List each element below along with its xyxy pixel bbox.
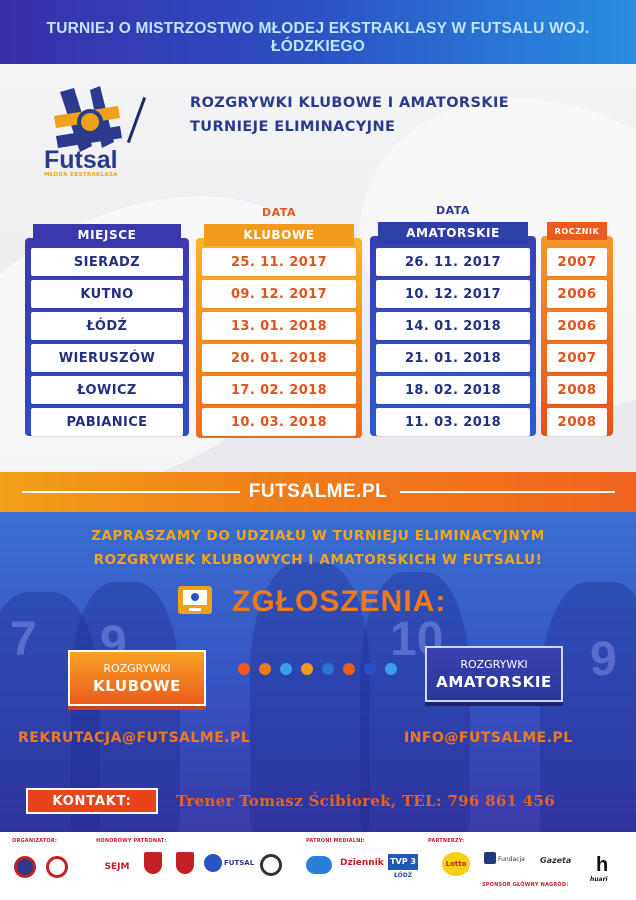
amateur-email-link[interactable]: INFO@FUTSALME.PL xyxy=(404,730,573,746)
divider-line xyxy=(22,491,240,493)
amateur-date-cell: 26. 11. 2017 xyxy=(376,248,530,276)
year-cell: 2006 xyxy=(547,312,607,340)
player-silhouette xyxy=(250,562,370,832)
connector-dots xyxy=(238,663,408,677)
amateur-date-cell: 18. 02. 2018 xyxy=(376,376,530,404)
dot xyxy=(385,663,397,675)
jersey-number: 7 xyxy=(10,613,37,666)
main-sponsor-label: SPONSOR GŁÓWNY NAGRÓD: xyxy=(482,882,569,888)
place-cell: KUTNO xyxy=(31,280,183,308)
logo-name: Futsal xyxy=(44,146,118,174)
eagle-crest-icon xyxy=(176,852,194,874)
player-silhouette xyxy=(540,582,636,832)
year-header: ROCZNIK xyxy=(547,222,607,240)
futsal-ball-icon xyxy=(204,854,222,872)
button-line2: AMATORSKIE xyxy=(436,672,552,691)
dot xyxy=(280,663,292,675)
partners-label: PARTNERZY: xyxy=(428,838,465,844)
huari-text: huari xyxy=(590,876,608,883)
place-cell: ŁÓDŹ xyxy=(31,312,183,340)
invite-line1: ZAPRASZAMY DO UDZIAŁU W TURNIEJU ELIMINA… xyxy=(91,528,545,544)
year-cell: 2007 xyxy=(547,248,607,276)
radio-logo-icon xyxy=(306,856,332,874)
club-date-cell: 20. 01. 2018 xyxy=(202,344,356,372)
amateur-date-column: DATA AMATORSKIE 26. 11. 2017 10. 12. 201… xyxy=(370,204,536,440)
monitor-ball-icon xyxy=(178,586,212,614)
organizer-logo-icon xyxy=(46,856,68,878)
place-column: MIEJSCE SIERADZ KUTNO ŁÓDŹ WIERUSZÓW ŁOW… xyxy=(25,224,189,438)
url-band: FUTSALME.PL xyxy=(0,472,636,512)
club-email-link[interactable]: REKRUTACJA@FUTSALME.PL xyxy=(18,730,251,746)
year-cell: 2007 xyxy=(547,344,607,372)
player-silhouette xyxy=(360,572,470,832)
sejm-logo-icon: SEJM xyxy=(102,854,132,882)
invite-line2: ROZGRYWEK KLUBOWYCH I AMATORSKICH W FUTS… xyxy=(93,552,543,568)
tvp-city: ŁÓDŹ xyxy=(394,872,413,879)
year-cell: 2006 xyxy=(547,280,607,308)
dot xyxy=(364,663,376,675)
button-line1: ROZGRYWKI xyxy=(460,657,528,671)
place-cell: SIERADZ xyxy=(31,248,183,276)
place-cell: ŁOWICZ xyxy=(31,376,183,404)
media-label: PATRONI MEDIALNI: xyxy=(306,838,365,844)
futsal-patron-text: FUTSAL xyxy=(224,859,255,867)
place-cell: WIERUSZÓW xyxy=(31,344,183,372)
sponsor-strip: ORGANIZATOR: HONOROWY PATRONAT: SEJM FUT… xyxy=(0,832,636,900)
gazeta-text: Gazeta xyxy=(540,856,572,865)
eagle-crest-icon xyxy=(144,852,162,874)
dot xyxy=(343,663,355,675)
patron-label: HONOROWY PATRONAT: xyxy=(96,838,167,844)
top-banner: TURNIEJ O MISTRZOSTWO MŁODEJ EKSTRAKLASY… xyxy=(0,0,636,64)
amateur-date-label: DATA xyxy=(436,204,470,217)
pko-logo-icon xyxy=(484,852,496,864)
futsal-logo-icon xyxy=(54,86,122,152)
year-column: ROCZNIK 2007 2006 2006 2007 2008 2008 xyxy=(541,222,613,438)
registration-title: ZGŁOSZENIA: xyxy=(232,585,447,618)
amateur-header: AMATORSKIE xyxy=(378,222,528,244)
club-date-column: DATA KLUBOWE 25. 11. 2017 09. 12. 2017 1… xyxy=(196,206,362,442)
club-registration-button[interactable]: ROZGRYWKI KLUBOWE xyxy=(68,650,206,706)
club-date-cell: 25. 11. 2017 xyxy=(202,248,356,276)
dot xyxy=(301,663,313,675)
logo-tagline: MŁODA EKSTRAKLASA xyxy=(44,172,118,178)
place-cell: PABIANICE xyxy=(31,408,183,436)
dziennik-text: Dziennik xyxy=(340,858,384,868)
place-header: MIEJSCE xyxy=(33,224,181,246)
website-link[interactable]: FUTSALME.PL xyxy=(248,481,388,502)
fundacja-text: Fundacja xyxy=(498,856,525,863)
organizer-logo-icon xyxy=(14,856,36,878)
organizer-label: ORGANIZATOR: xyxy=(12,838,58,844)
headline-line1: ROZGRYWKI KLUBOWE I AMATORSKIE xyxy=(190,95,510,111)
lotto-logo: Lotto xyxy=(442,852,470,876)
football-crest-icon xyxy=(260,854,282,876)
club-date-cell: 09. 12. 2017 xyxy=(202,280,356,308)
sejm-text: SEJM xyxy=(104,862,130,872)
contact-text: Trener Tomasz Ścibiorek, TEL: 796 861 45… xyxy=(176,792,556,810)
club-date-cell: 13. 01. 2018 xyxy=(202,312,356,340)
amateur-registration-button[interactable]: ROZGRYWKI AMATORSKIE xyxy=(425,646,563,702)
jersey-number: 9 xyxy=(590,633,617,686)
amateur-date-cell: 21. 01. 2018 xyxy=(376,344,530,372)
club-date-cell: 10. 03. 2018 xyxy=(202,408,356,436)
headline-line2: TURNIEJE ELIMINACYJNE xyxy=(190,119,396,135)
banner-title: TURNIEJ O MISTRZOSTWO MŁODEJ EKSTRAKLASY… xyxy=(46,20,590,55)
dot xyxy=(322,663,334,675)
year-cell: 2008 xyxy=(547,408,607,436)
amateur-date-cell: 14. 01. 2018 xyxy=(376,312,530,340)
year-cell: 2008 xyxy=(547,376,607,404)
tvp-logo: TVP 3 xyxy=(388,854,418,870)
amateur-date-cell: 11. 03. 2018 xyxy=(376,408,530,436)
dot xyxy=(259,663,271,675)
huari-logo-icon: h xyxy=(596,854,609,876)
contact-label: KONTAKT: xyxy=(26,788,158,814)
dot xyxy=(238,663,250,675)
club-header: KLUBOWE xyxy=(204,224,354,246)
button-line1: ROZGRYWKI xyxy=(103,661,171,675)
club-date-cell: 17. 02. 2018 xyxy=(202,376,356,404)
amateur-date-cell: 10. 12. 2017 xyxy=(376,280,530,308)
club-date-label: DATA xyxy=(262,206,296,219)
divider-line xyxy=(400,491,615,493)
button-line2: KLUBOWE xyxy=(92,676,181,695)
